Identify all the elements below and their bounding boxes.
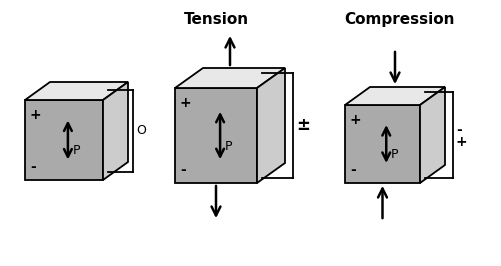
Text: +: + (456, 135, 467, 149)
Polygon shape (175, 68, 285, 88)
Text: -: - (456, 123, 462, 137)
Text: -: - (180, 163, 186, 177)
Text: -: - (350, 163, 356, 177)
Text: O: O (136, 124, 146, 138)
Polygon shape (345, 105, 420, 183)
Polygon shape (103, 82, 128, 180)
Text: +: + (180, 96, 191, 110)
Polygon shape (25, 82, 128, 100)
Polygon shape (257, 68, 285, 183)
Polygon shape (345, 87, 445, 105)
Text: +: + (30, 108, 42, 122)
Text: P: P (73, 144, 80, 157)
Text: -: - (30, 160, 36, 174)
Polygon shape (25, 100, 103, 180)
Text: P: P (225, 139, 232, 152)
Text: +: + (350, 113, 362, 127)
Polygon shape (420, 87, 445, 183)
Text: Compression: Compression (345, 12, 455, 27)
Text: P: P (391, 148, 399, 161)
Text: Tension: Tension (183, 12, 248, 27)
Polygon shape (175, 88, 257, 183)
Text: ±: ± (296, 117, 310, 135)
